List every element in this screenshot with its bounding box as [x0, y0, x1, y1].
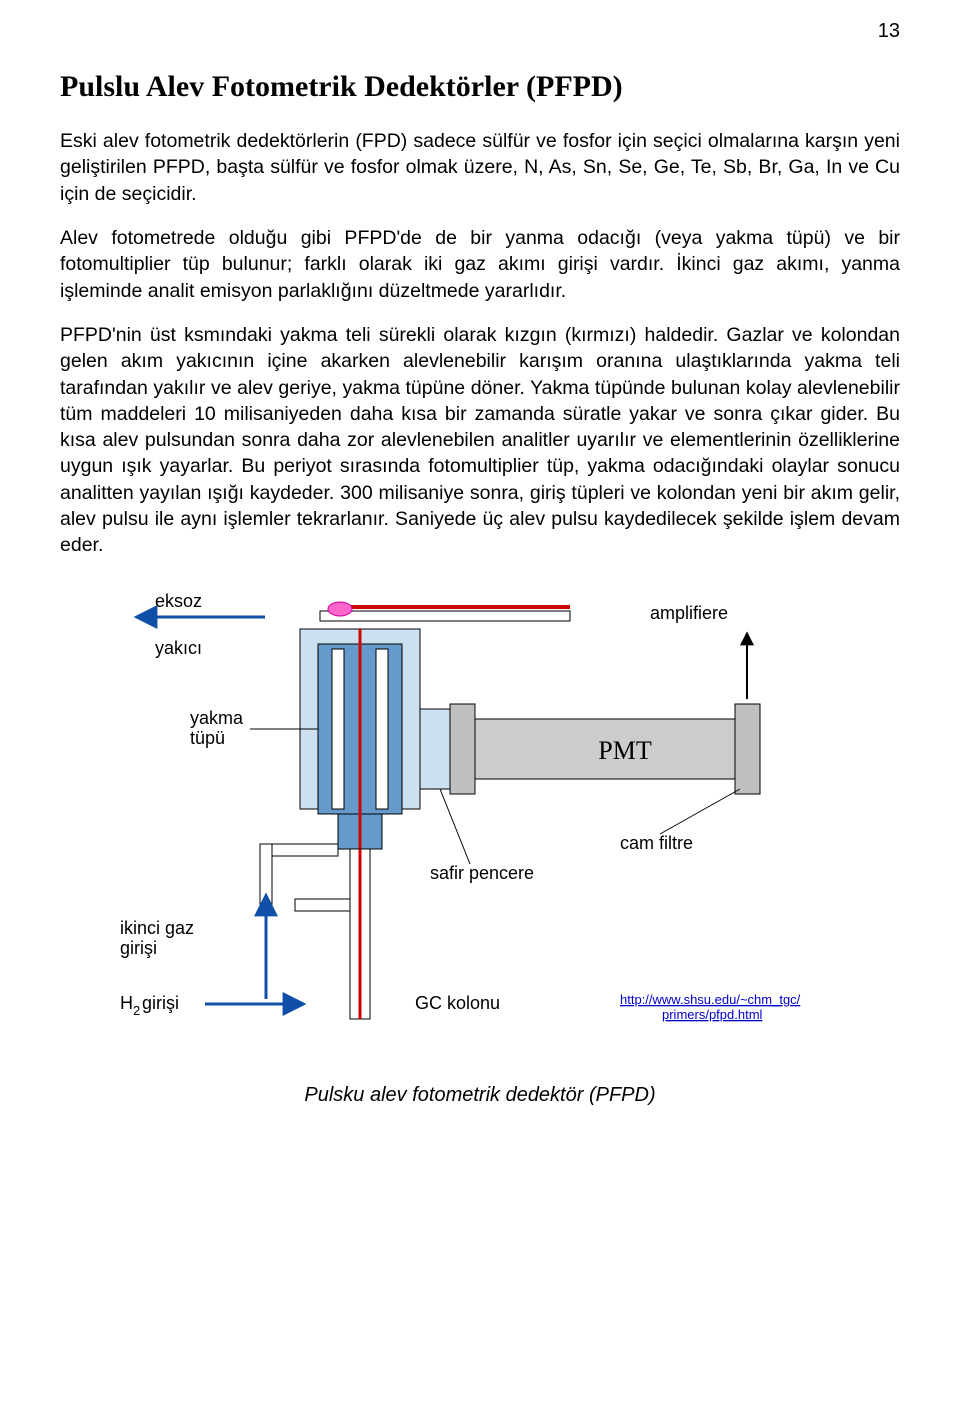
- label-amplifiere: amplifiere: [650, 603, 728, 623]
- label-h2-girisi: girişi: [142, 993, 179, 1013]
- pointer-cam-filtre: [660, 789, 740, 834]
- inner-col-left: [332, 649, 344, 809]
- label-yakici: yakıcı: [155, 638, 202, 658]
- sapphire-window: [420, 709, 450, 789]
- exhaust-pipe: [320, 611, 570, 621]
- label-ikinci-gaz-1: ikinci gaz: [120, 918, 194, 938]
- label-cam-filtre: cam filtre: [620, 833, 693, 853]
- label-yakma-tupu-line2: tüpü: [190, 728, 225, 748]
- label-eksoz: eksoz: [155, 591, 202, 611]
- label-yakma-tupu-line1: yakma: [190, 708, 244, 728]
- paragraph-3: PFPD'nin üst ksmındaki yakma teli sürekl…: [60, 322, 900, 559]
- inner-col-right: [376, 649, 388, 809]
- label-h2: H: [120, 993, 133, 1013]
- label-gc-kolonu: GC kolonu: [415, 993, 500, 1013]
- label-safir-pencere: safir pencere: [430, 863, 534, 883]
- source-link[interactable]: http://www.shsu.edu/~chm_tgc/ primers/pf…: [620, 992, 801, 1022]
- link-line2[interactable]: primers/pfpd.html: [662, 1007, 763, 1022]
- label-ikinci-gaz-2: girişi: [120, 938, 157, 958]
- pointer-safir: [440, 789, 470, 864]
- label-pmt: PMT: [598, 736, 652, 765]
- second-gas-riser: [260, 844, 272, 904]
- pfpd-diagram: eksoz yakıcı yakma tüpü PMT amplifiere c…: [60, 589, 900, 1074]
- page-heading: Pulslu Alev Fotometrik Dedektörler (PFPD…: [60, 70, 900, 104]
- paragraph-2: Alev fotometrede olduğu gibi PFPD'de de …: [60, 225, 900, 304]
- pmt-mount-right: [735, 704, 760, 794]
- pmt-mount-left: [450, 704, 475, 794]
- paragraph-1: Eski alev fotometrik dedektörlerin (FPD)…: [60, 128, 900, 207]
- label-h2-sub: 2: [133, 1003, 140, 1018]
- diagram-svg: eksoz yakıcı yakma tüpü PMT amplifiere c…: [60, 589, 900, 1069]
- h2-port-horizontal: [295, 899, 355, 911]
- page-number: 13: [878, 20, 900, 43]
- figure-caption: Pulsku alev fotometrik dedektör (PFPD): [60, 1084, 900, 1107]
- link-line1[interactable]: http://www.shsu.edu/~chm_tgc/: [620, 992, 801, 1007]
- hot-coil: [328, 602, 352, 616]
